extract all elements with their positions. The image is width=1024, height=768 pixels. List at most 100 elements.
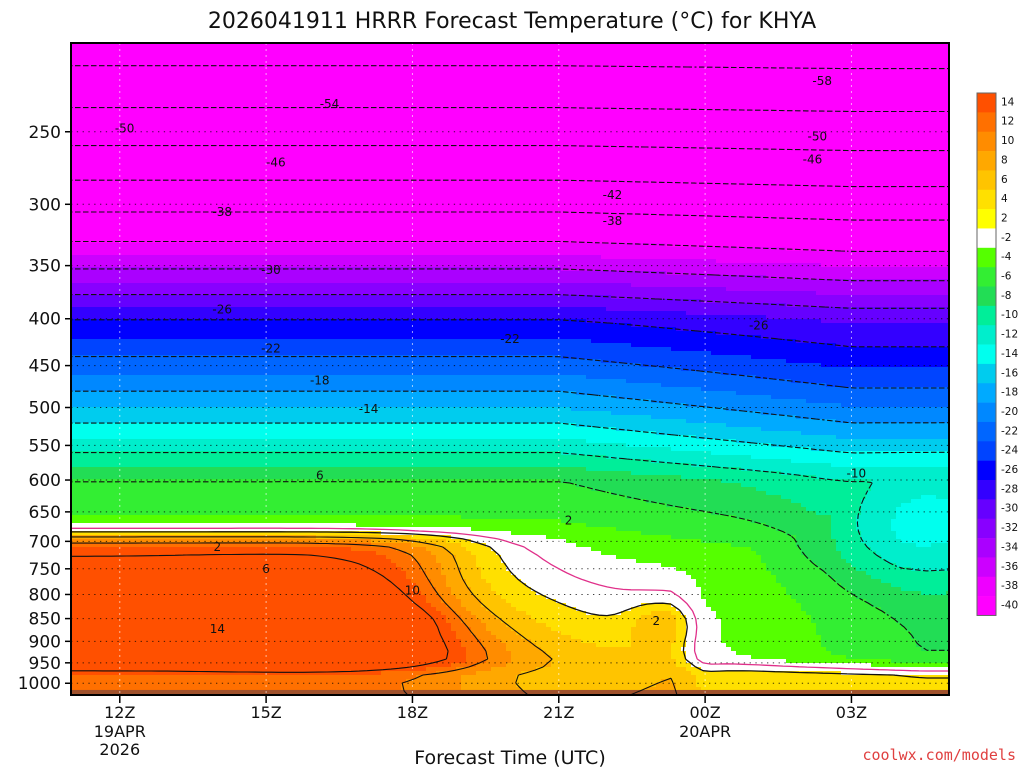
fill-cell [916,547,922,572]
fill-cell [926,307,932,324]
fill-cell [721,439,727,456]
fill-cell [626,459,632,472]
fill-cell [551,267,557,284]
fill-cell [196,547,202,676]
isotherm-label: -50 [115,122,135,136]
fill-cell [611,395,617,416]
fill-cell [791,307,797,320]
fill-cell [116,515,122,524]
colorbar-swatch [977,151,996,171]
fill-cell [531,591,537,620]
fill-cell [296,531,302,536]
fill-cell [226,467,232,480]
fill-cell [591,343,597,360]
fill-cell [431,407,437,424]
fill-cell [901,323,907,348]
fill-cell [531,671,537,695]
fill-cell [256,543,262,548]
fill-cell [381,339,387,356]
fill-cell [611,415,617,428]
fill-cell [81,523,87,532]
fill-cell [76,355,82,376]
colorbar-swatch [977,538,996,558]
fill-cell [786,671,792,695]
fill-cell [521,375,527,392]
fill-cell [281,523,287,532]
fill-cell [201,543,207,548]
fill-cell [516,675,522,688]
fill-cell [176,539,182,544]
fill-cell [531,467,537,480]
fill-cell [561,359,567,376]
fill-cell [831,479,837,540]
fill-cell [341,391,347,408]
fill-cell [461,375,467,392]
fill-cell [551,391,557,408]
fill-cell [561,455,567,468]
fill-cell [326,375,332,392]
fill-cell [496,255,502,268]
fill-cell [811,279,817,292]
fill-cell [461,527,467,540]
fill-cell [121,467,127,480]
fill-cell [381,307,387,320]
fill-cell [116,295,122,308]
fill-cell [141,255,147,268]
fill-cell [296,407,302,424]
fill-cell [461,667,467,676]
fill-cell [486,339,492,356]
fill-cell [521,407,527,424]
fill-cell [576,243,582,256]
fill-cell [506,603,512,628]
fill-cell [346,339,352,356]
fill-cell [901,543,907,568]
fill-cell [771,415,777,432]
fill-cell [681,571,687,616]
fill-cell [776,263,782,280]
fill-cell [746,303,752,316]
fill-cell [941,543,947,572]
fill-cell [671,475,677,508]
fill-cell [656,419,662,436]
fill-cell [821,383,827,404]
fill-cell [736,519,742,548]
fill-cell [476,639,482,664]
fill-cell [471,675,477,695]
fill-cell [461,391,467,408]
fill-cell [696,259,702,276]
fill-cell [526,587,532,616]
fill-cell [631,271,637,288]
fill-cell [296,307,302,320]
fill-cell [211,391,217,408]
fill-cell [421,391,427,408]
fill-cell [811,307,817,320]
fill-cell [401,543,407,552]
fill-cell [786,415,792,432]
fill-cell [206,319,212,340]
fill-cell [86,307,92,320]
fill-cell [846,43,852,252]
fill-cell [261,355,267,376]
fill-cell [636,287,642,300]
fill-cell [351,423,357,440]
fill-cell [131,439,137,452]
fill-cell [86,319,92,340]
fill-cell [571,319,577,340]
fill-cell [466,611,472,628]
fill-cell [511,535,517,576]
fill-cell [626,343,632,364]
fill-cell [636,459,642,476]
fill-cell [861,439,867,452]
fill-cell [216,307,222,320]
fill-cell [76,295,82,308]
fill-cell [551,451,557,468]
fill-cell [481,255,487,268]
fill-cell [456,43,462,244]
fill-cell [131,243,137,256]
fill-cell [856,267,862,280]
fill-cell [311,523,317,532]
fill-cell [386,515,392,528]
fill-cell [96,547,102,676]
fill-cell [236,515,242,524]
fill-cell [516,391,522,408]
